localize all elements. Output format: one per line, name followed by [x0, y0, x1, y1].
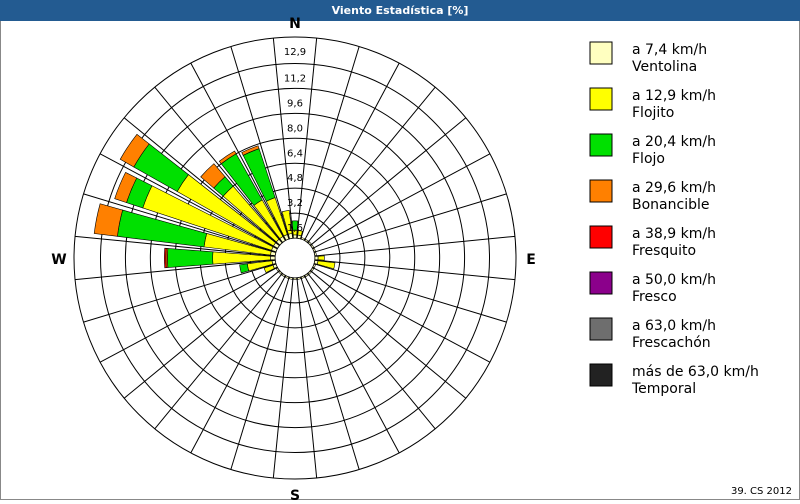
wind-bar [164, 248, 166, 268]
legend-swatch [590, 364, 612, 386]
r-tick-label: 3,2 [287, 198, 303, 209]
wind-bar [293, 235, 296, 238]
legend-label: Ventolina [632, 59, 697, 75]
legend-label: Temporal [631, 381, 696, 397]
legend-range: a 12,9 km/h [632, 88, 716, 104]
legend-swatch [590, 88, 612, 110]
legend-range: a 63,0 km/h [632, 318, 716, 334]
r-tick-label: 11,2 [284, 73, 306, 84]
legend-label: Fresquito [632, 243, 696, 259]
r-tick-label: 1,6 [287, 223, 303, 234]
legend-swatch [590, 42, 612, 64]
legend-label: Frescachón [632, 335, 711, 351]
r-tick-label: 8,0 [287, 123, 303, 134]
legend-swatch [590, 318, 612, 340]
legend-swatch [590, 180, 612, 202]
chart-title: Viento Estadística [%] [332, 4, 469, 17]
legend-range: a 29,6 km/h [632, 180, 716, 196]
legend-swatch [590, 226, 612, 248]
legend-label: Flojo [632, 151, 665, 167]
r-tick-label: 9,6 [287, 98, 303, 109]
legend-label: Bonancible [632, 197, 709, 213]
legend-range: más de 63,0 km/h [632, 364, 759, 380]
wind-bar [314, 252, 316, 255]
wind-bar [318, 256, 324, 260]
wind-bar [270, 256, 275, 260]
wind-bar [167, 248, 212, 267]
legend-range: a 38,9 km/h [632, 226, 716, 242]
wind-bar [315, 256, 318, 259]
r-tick-label: 6,4 [287, 148, 303, 159]
direction-label: N [289, 16, 301, 32]
legend-range: a 50,0 km/h [632, 272, 716, 288]
legend-range: a 7,4 km/h [632, 42, 707, 58]
legend-label: Fresco [632, 289, 677, 305]
r-tick-label: 12,9 [284, 47, 306, 58]
direction-label: E [526, 252, 536, 268]
wind-bar [297, 277, 300, 279]
r-tick-label: 4,8 [287, 173, 303, 184]
legend-swatch [590, 272, 612, 294]
legend-swatch [590, 134, 612, 156]
wind-bar [293, 278, 296, 280]
direction-label: W [51, 252, 66, 268]
wind-bar [289, 277, 292, 279]
direction-label: S [290, 488, 300, 500]
legend-range: a 20,4 km/h [632, 134, 716, 150]
footer: 39. CS 2012 [731, 486, 792, 497]
legend-label: Flojito [632, 105, 674, 121]
